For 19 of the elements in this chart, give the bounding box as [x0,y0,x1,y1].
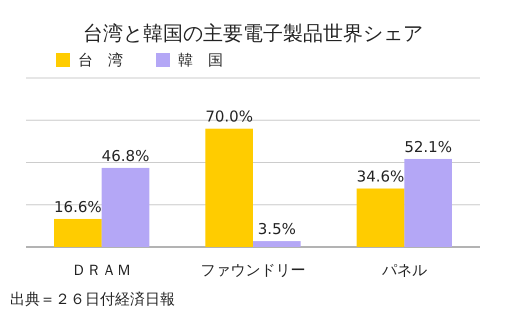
data-label: 70.0% [205,108,253,126]
data-label: 16.6% [54,198,102,216]
bar [356,188,404,247]
legend-label: 韓 国 [178,51,223,69]
bar [205,128,253,247]
data-label: 52.1% [404,138,452,156]
bar [253,241,301,247]
data-label: 3.5% [258,220,296,238]
source-note: 出典＝２６日付経済日報 [10,290,175,308]
x-tick-label: ファウンドリー [200,261,306,279]
chart-title: 台湾と韓国の主要電子製品世界シェア [83,21,423,45]
bar [54,218,102,247]
x-tick-label: ＤＲＡＭ [72,261,132,279]
x-tick-label: パネル [380,261,427,279]
bar [102,168,150,247]
data-label: 34.6% [356,168,404,186]
legend-label: 台 湾 [78,51,123,69]
data-label: 46.8% [102,146,150,165]
bar [404,158,452,247]
